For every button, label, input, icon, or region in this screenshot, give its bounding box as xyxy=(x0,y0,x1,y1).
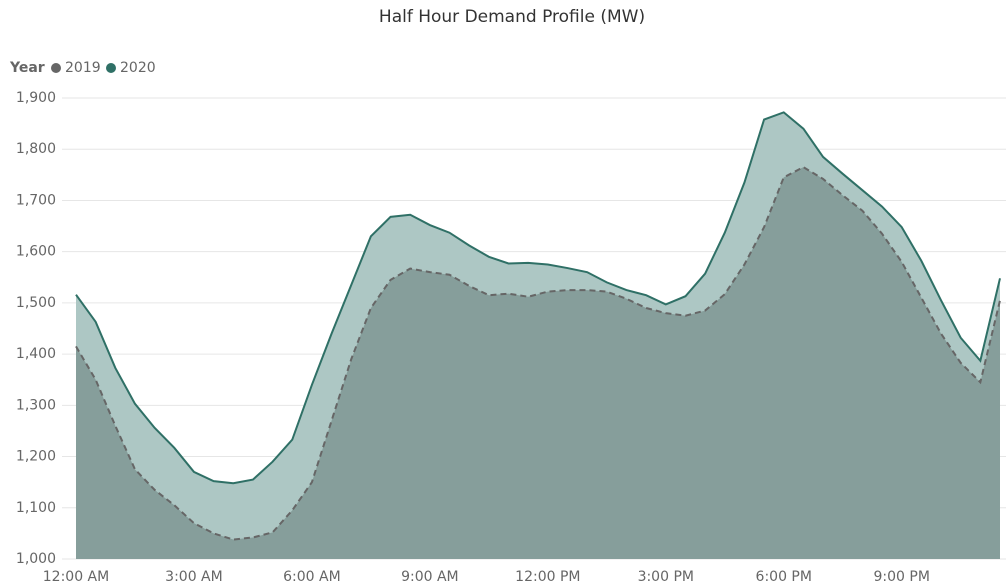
y-tick-label: 1,500 xyxy=(16,295,56,311)
y-tick-label: 1,400 xyxy=(16,346,56,362)
x-tick-label: 9:00 PM xyxy=(873,569,929,585)
legend-title: Year xyxy=(9,60,45,76)
x-tick-label: 6:00 PM xyxy=(756,569,812,585)
x-tick-label: 9:00 AM xyxy=(401,569,459,585)
legend-label: 2019 xyxy=(65,60,101,76)
y-tick-label: 1,100 xyxy=(16,500,56,516)
x-tick-label: 6:00 AM xyxy=(283,569,341,585)
y-tick-label: 1,200 xyxy=(16,449,56,465)
y-tick-label: 1,600 xyxy=(16,244,56,260)
y-tick-label: 1,900 xyxy=(16,90,56,106)
series-line xyxy=(75,111,1001,485)
legend-marker xyxy=(106,63,116,73)
x-tick-label: 12:00 AM xyxy=(43,569,109,585)
area xyxy=(76,167,1000,559)
x-tick-label: 12:00 PM xyxy=(515,569,580,585)
y-tick-label: 1,000 xyxy=(16,551,56,567)
x-tick-label: 3:00 AM xyxy=(165,569,223,585)
series-line xyxy=(75,166,1001,541)
y-tick-label: 1,700 xyxy=(16,192,56,208)
y-tick-label: 1,300 xyxy=(16,397,56,413)
x-tick-label: 3:00 PM xyxy=(638,569,694,585)
chart-title: Half Hour Demand Profile (MW) xyxy=(379,7,645,27)
y-tick-label: 1,800 xyxy=(16,141,56,157)
legend-label: 2020 xyxy=(120,60,156,76)
legend-marker xyxy=(51,63,61,73)
